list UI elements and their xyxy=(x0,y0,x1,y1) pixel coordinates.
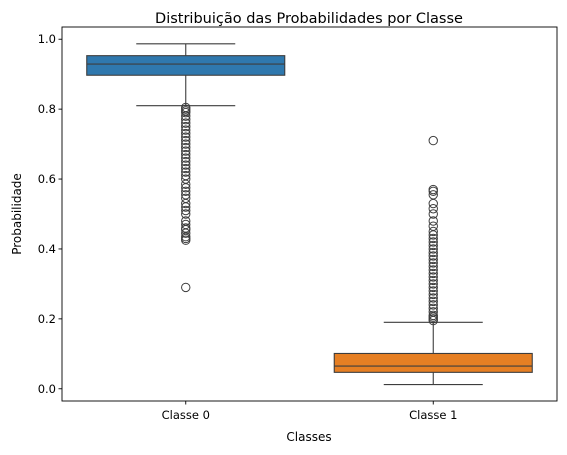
y-axis-label: Probabilidade xyxy=(10,173,24,255)
outlier-point xyxy=(181,128,191,139)
outlier-point xyxy=(428,258,438,268)
box-group xyxy=(333,135,533,386)
outlier-point xyxy=(428,254,438,265)
outlier-point xyxy=(428,233,438,244)
y-axis: 0.0 0.2 0.4 0.6 0.8 1.0 xyxy=(38,32,62,396)
outlier-point xyxy=(181,167,191,177)
outlier-point xyxy=(181,139,191,149)
outlier-point xyxy=(181,170,191,181)
plot-frame xyxy=(61,26,558,402)
outlier-point xyxy=(428,279,438,289)
outlier-point xyxy=(428,247,438,258)
outlier-point xyxy=(428,265,438,275)
outlier-point xyxy=(181,174,191,184)
outlier-point xyxy=(181,132,191,142)
outlier-point xyxy=(428,307,438,317)
outlier-point xyxy=(181,205,191,216)
outlier-point xyxy=(428,198,438,209)
outlier-point xyxy=(181,121,191,132)
outlier-point xyxy=(181,146,191,156)
outlier-point xyxy=(181,135,191,146)
chart-title: Distribuição das Probabilidades por Clas… xyxy=(155,11,463,27)
outlier-point xyxy=(428,135,438,146)
outlier-point xyxy=(428,209,438,219)
box-group xyxy=(86,43,286,293)
outlier-point xyxy=(181,153,191,163)
outlier-point xyxy=(181,219,191,230)
outlier-point xyxy=(181,160,191,170)
outlier-point xyxy=(428,251,438,261)
outlier-point xyxy=(181,149,191,160)
outlier-point xyxy=(428,190,438,200)
outlier-point xyxy=(428,244,438,254)
box-body xyxy=(86,55,286,76)
outlier-point xyxy=(428,300,438,310)
outlier-point xyxy=(428,296,438,307)
outlier-point xyxy=(181,193,191,203)
outlier-point xyxy=(428,282,438,293)
outlier-point xyxy=(428,272,438,282)
outlier-point xyxy=(181,102,191,113)
outlier-point xyxy=(181,156,191,167)
y-tick-label: 0.8 xyxy=(38,102,56,116)
y-tick-label: 0.4 xyxy=(38,242,56,256)
outlier-point xyxy=(181,190,191,200)
outlier-point xyxy=(181,209,191,219)
outlier-point xyxy=(181,163,191,174)
outlier-point xyxy=(428,275,438,286)
y-tick-label: 0.2 xyxy=(38,312,56,326)
x-tick-label: Classe 1 xyxy=(409,408,457,422)
outlier-point xyxy=(428,289,438,300)
y-tick-label: 1.0 xyxy=(38,32,56,46)
plot-area xyxy=(86,43,533,386)
outlier-point xyxy=(428,237,438,247)
outlier-point xyxy=(428,240,438,251)
outlier-point xyxy=(428,293,438,303)
outlier-point xyxy=(181,223,191,233)
outlier-point xyxy=(428,204,438,214)
box-body xyxy=(333,352,533,373)
outlier-point xyxy=(428,286,438,296)
outlier-point xyxy=(181,186,191,196)
outlier-point xyxy=(181,142,191,153)
outlier-point xyxy=(428,268,438,279)
outlier-point xyxy=(428,184,438,195)
outlier-point xyxy=(428,310,438,321)
x-tick-label: Classe 0 xyxy=(162,408,210,422)
outlier-point xyxy=(428,216,438,226)
outlier-point xyxy=(428,261,438,272)
x-axis: Classe 0 Classe 1 xyxy=(162,401,457,422)
outlier-point xyxy=(428,221,438,231)
y-tick-label: 0.6 xyxy=(38,172,56,186)
outlier-point xyxy=(181,118,191,128)
outlier-point xyxy=(181,282,191,293)
outlier-point xyxy=(181,125,191,135)
outlier-point xyxy=(181,216,191,226)
y-tick-label: 0.0 xyxy=(38,382,56,396)
outlier-point xyxy=(428,303,438,314)
x-axis-label: Classes xyxy=(286,430,331,444)
outlier-point xyxy=(428,226,438,237)
